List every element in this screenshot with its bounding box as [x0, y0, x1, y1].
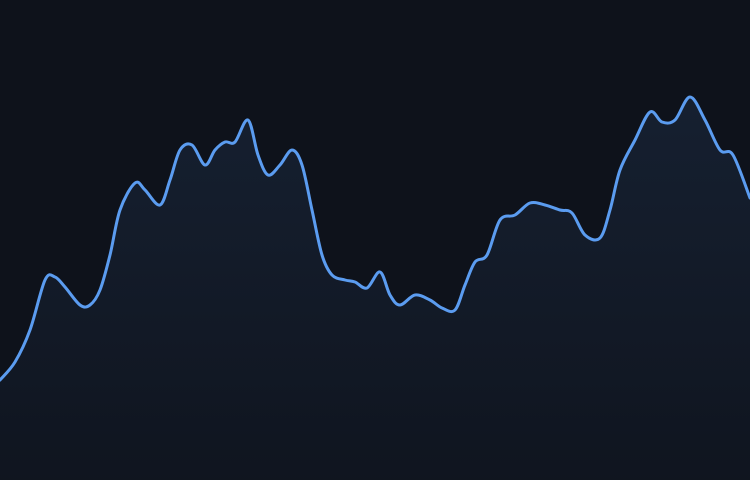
area	[0, 97, 750, 480]
line	[0, 95, 750, 382]
